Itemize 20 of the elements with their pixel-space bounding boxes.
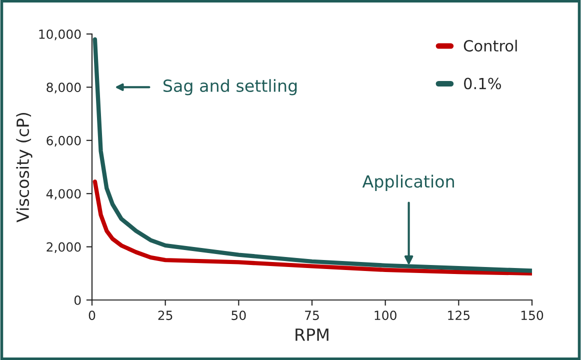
- x-axis-title: RPM: [296, 328, 328, 341]
- annotation: Application: [362, 174, 454, 191]
- y-tick-label: 8,000: [46, 82, 81, 94]
- x-tick-label: 50: [232, 310, 246, 320]
- y-tick-label: 0: [74, 295, 81, 305]
- legend-label: 0.1%: [464, 78, 502, 90]
- y-tick-label: 2,000: [46, 242, 81, 253]
- y-tick-label: 4,000: [46, 189, 81, 200]
- annotation: Sag and settling: [164, 79, 297, 96]
- x-tick-label: 25: [158, 310, 172, 320]
- x-tick-label: 75: [305, 310, 319, 320]
- x-tick-label: 125: [448, 310, 470, 320]
- x-tick-label: 0: [88, 310, 96, 320]
- y-tick-label: 10,000: [39, 29, 81, 40]
- y-tick-label: 6,000: [46, 136, 81, 147]
- x-tick-label: 100: [374, 310, 396, 320]
- legend-label: Control: [464, 40, 517, 52]
- x-tick-label: 150: [521, 310, 544, 320]
- line-series: [92, 37, 532, 273]
- y-axis-title: Viscosity (cP): [16, 112, 32, 222]
